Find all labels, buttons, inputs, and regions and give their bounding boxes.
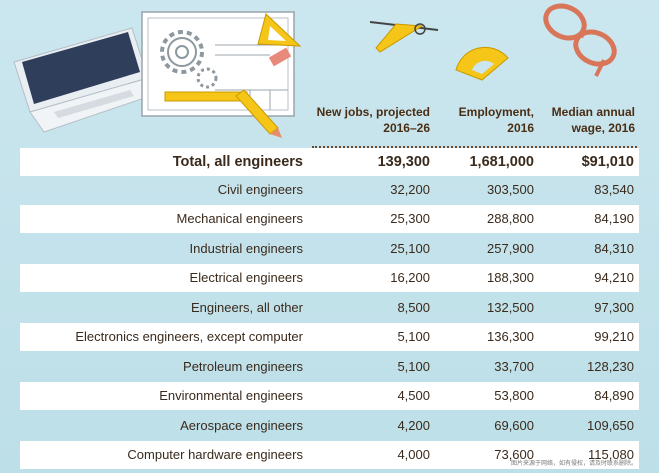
row-label: Environmental engineers (159, 388, 303, 403)
eraser-icon (268, 47, 292, 67)
employment-cell: 136,300 (487, 329, 534, 344)
wage-cell: 97,300 (594, 300, 634, 315)
column-header-line: 2016 (507, 121, 534, 135)
new-jobs-cell: 5,100 (397, 329, 430, 344)
row-label: Mechanical engineers (176, 211, 303, 226)
column-header-wage: Median annual wage, 2016 (540, 104, 635, 136)
table-row: Environmental engineers 4,500 53,800 84,… (20, 382, 639, 410)
employment-cell: 288,800 (487, 211, 534, 226)
row-label: Electrical engineers (189, 270, 303, 285)
table-row: Engineers, all other 8,500 132,500 97,30… (20, 294, 639, 322)
pencil-icon (235, 89, 282, 138)
wage-cell: 94,210 (594, 270, 634, 285)
column-header-new-jobs: New jobs, projected 2016–26 (300, 104, 430, 136)
column-header-line: New jobs, projected (316, 105, 430, 119)
wage-cell: 84,190 (594, 211, 634, 226)
employment-cell: 53,800 (494, 388, 534, 403)
table-row: Petroleum engineers 5,100 33,700 128,230 (20, 353, 639, 381)
wage-cell: 83,540 (594, 182, 634, 197)
header-divider (312, 146, 637, 148)
table-row: Industrial engineers 25,100 257,900 84,3… (20, 235, 639, 263)
new-jobs-cell: 25,300 (390, 211, 430, 226)
row-label: Industrial engineers (189, 241, 303, 256)
row-label: Electronics engineers, except computer (75, 329, 303, 344)
gear-icon (160, 30, 218, 89)
ruler-icon (164, 91, 248, 102)
table-row: Mechanical engineers 25,300 288,800 84,1… (20, 205, 639, 233)
compass-icon (369, 21, 439, 53)
new-jobs-cell: 4,200 (397, 418, 430, 433)
wage-cell: 84,310 (594, 241, 634, 256)
employment-cell: 132,500 (487, 300, 534, 315)
row-label: Civil engineers (217, 182, 303, 197)
glasses-icon (543, 3, 617, 77)
column-header-line: 2016–26 (383, 121, 430, 135)
new-jobs-cell: 4,500 (397, 388, 430, 403)
new-jobs-cell: 25,100 (390, 241, 430, 256)
new-jobs-cell: 5,100 (397, 359, 430, 374)
column-header-employment: Employment, 2016 (440, 104, 534, 136)
table-row-total: Total, all engineers 139,300 1,681,000 $… (20, 148, 639, 176)
employment-cell: 73,600 (494, 447, 534, 462)
laptop-icon (13, 27, 163, 133)
table-row: Civil engineers 32,200 303,500 83,540 (20, 176, 639, 204)
table-row: Aerospace engineers 4,200 69,600 109,650 (20, 412, 639, 440)
table-row: Computer hardware engineers 4,000 73,600… (20, 441, 639, 469)
blueprint-icon (141, 11, 295, 117)
wage-cell: 109,650 (587, 418, 634, 433)
wage-cell: 84,890 (594, 388, 634, 403)
wage-cell: 99,210 (594, 329, 634, 344)
column-header-line: Employment, (458, 105, 534, 119)
row-label: Computer hardware engineers (127, 447, 303, 462)
employment-cell: 257,900 (487, 241, 534, 256)
new-jobs-cell: 32,200 (390, 182, 430, 197)
set-square-icon (257, 13, 302, 47)
column-header-line: Median annual (551, 105, 635, 119)
wage-cell: 115,080 (587, 447, 634, 462)
column-header-line: wage, 2016 (571, 121, 635, 135)
employment-cell: 33,700 (494, 359, 534, 374)
row-label: Engineers, all other (190, 300, 303, 315)
row-label: Petroleum engineers (183, 359, 303, 374)
new-jobs-cell: 4,000 (397, 447, 430, 462)
employment-cell: 303,500 (487, 182, 534, 197)
row-label: Aerospace engineers (180, 418, 303, 433)
wage-cell: 128,230 (587, 359, 634, 374)
table-row: Electronics engineers, except computer 5… (20, 323, 639, 351)
row-label: Total, all engineers (172, 154, 303, 170)
new-jobs-cell: 8,500 (397, 300, 430, 315)
table-row: Electrical engineers 16,200 188,300 94,2… (20, 264, 639, 292)
employment-cell: 188,300 (487, 270, 534, 285)
image-source-note: 图片来源于网络，如有侵权，请及时联系删除。 (510, 461, 637, 467)
employment-cell: 1,681,000 (469, 154, 534, 170)
protractor-icon (455, 46, 509, 81)
employment-cell: 69,600 (494, 418, 534, 433)
new-jobs-cell: 139,300 (377, 154, 430, 170)
new-jobs-cell: 16,200 (390, 270, 430, 285)
wage-cell: $91,010 (581, 154, 634, 170)
